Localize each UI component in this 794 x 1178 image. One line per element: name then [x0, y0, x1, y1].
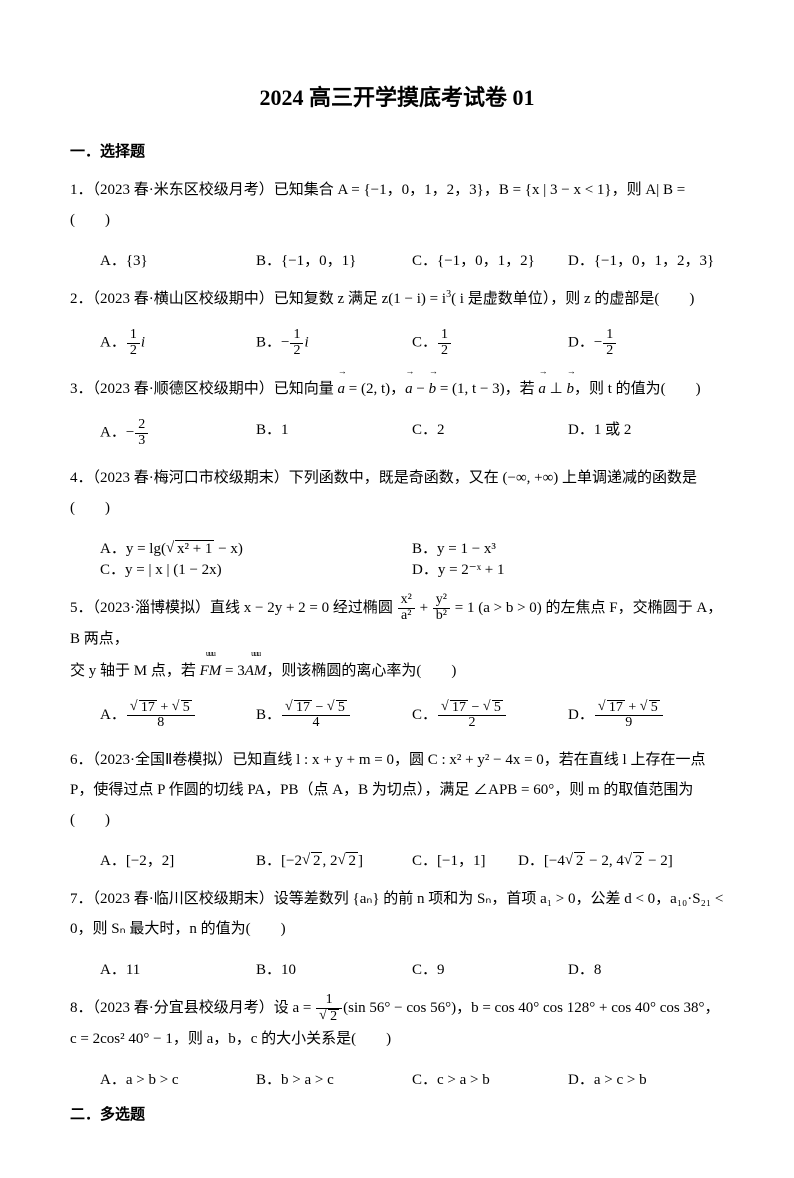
q7-opt-a: A．11: [100, 958, 256, 979]
q6-opt-b: B．[−22, 22]: [256, 849, 412, 870]
q5-opt-c: C．17 − 52: [412, 700, 568, 731]
q7-opt-c: C．9: [412, 958, 568, 979]
q2-options: A．12i B．−12i C．12 D．−12: [100, 328, 724, 358]
q1-opt-c: C．{−1，0，1，2}: [412, 249, 568, 270]
q3-opt-b: B．1: [256, 418, 412, 448]
q6-opt-a: A．[−2，2]: [100, 849, 256, 870]
question-5: 5．（2023·淄博模拟）直线 x − 2y + 2 = 0 经过椭圆 x²a²…: [70, 593, 724, 686]
q5-opt-d: D．17 + 59: [568, 700, 724, 731]
q1-stem: 1．（2023 春·米东区校级月考）已知集合 A = {−1，0，1，2，3}，…: [70, 182, 685, 228]
question-3: 3．（2023 春·顺德区校级期中）已知向量 a = (2, t)，a − b …: [70, 372, 724, 404]
q3-opt-a: A．−23: [100, 418, 256, 448]
q3-opt-c: C．2: [412, 418, 568, 448]
q2-opt-b: B．−12i: [256, 328, 412, 358]
question-2: 2．（2023 春·横山区校级期中）已知复数 z 满足 z(1 − i) = i…: [70, 284, 724, 314]
q8-opt-d: D．a > c > b: [568, 1068, 724, 1089]
question-6: 6．（2023·全国Ⅱ卷模拟）已知直线 l : x + y + m = 0，圆 …: [70, 745, 724, 835]
q2-opt-d: D．−12: [568, 328, 724, 358]
question-7: 7．（2023 春·临川区校级期末）设等差数列 {aₙ} 的前 n 项和为 Sₙ…: [70, 884, 724, 944]
vector-a3-icon: a: [538, 372, 546, 404]
q8-opt-a: A．a > b > c: [100, 1068, 256, 1089]
vector-a2-icon: a: [405, 372, 413, 404]
page-title: 2024 高三开学摸底考试卷 01: [70, 80, 724, 112]
q1-opt-b: B．{−1，0，1}: [256, 249, 412, 270]
q7-opt-d: D．8: [568, 958, 724, 979]
vector-am-icon: AM: [245, 654, 267, 686]
q6-opt-d: D．[−42 − 2, 42 − 2]: [518, 849, 724, 870]
q4-opt-c: C．y = | x | (1 − 2x): [100, 558, 412, 579]
q1-opt-a: A．{3}: [100, 249, 256, 270]
q3-options: A．−23 B．1 C．2 D．1 或 2: [100, 418, 724, 448]
section-1-heading: 一．选择题: [70, 140, 724, 161]
exam-page: 2024 高三开学摸底考试卷 01 一．选择题 1．（2023 春·米东区校级月…: [0, 0, 794, 1178]
question-8: 8．（2023 春·分宜县校级月考）设 a = 12(sin 56° − cos…: [70, 993, 724, 1054]
q6-opt-c: C．[−1，1]: [412, 849, 518, 870]
vector-b-icon: b: [429, 372, 437, 404]
question-1: 1．（2023 春·米东区校级月考）已知集合 A = {−1，0，1，2，3}，…: [70, 175, 724, 235]
q6-options: A．[−2，2] B．[−22, 22] C．[−1，1] D．[−42 − 2…: [100, 849, 724, 870]
q4-options: A．y = lg(x² + 1 − x) B．y = 1 − x³ C．y = …: [100, 537, 724, 579]
vector-fm-icon: FM: [200, 654, 222, 686]
q8-options: A．a > b > c B．b > a > c C．c > a > b D．a …: [100, 1068, 724, 1089]
q2-stem-pre: 2．（2023 春·横山区校级期中）已知复数 z 满足 z(1 − i) = i: [70, 291, 446, 307]
question-4: 4．（2023 春·梅河口市校级期末）下列函数中，既是奇函数，又在 (−∞, +…: [70, 463, 724, 523]
q5-opt-b: B．17 − 54: [256, 700, 412, 731]
q3-opt-d: D．1 或 2: [568, 418, 724, 448]
q4-opt-b: B．y = 1 − x³: [412, 537, 724, 558]
q2-stem-mid: ( i 是虚数单位），则 z 的虚部是( ): [451, 291, 694, 307]
vector-a-icon: a: [338, 372, 346, 404]
q7-options: A．11 B．10 C．9 D．8: [100, 958, 724, 979]
q4-opt-d: D．y = 2⁻ˣ + 1: [412, 558, 724, 579]
q5-opt-a: A．17 + 58: [100, 700, 256, 731]
q4-opt-a: A．y = lg(x² + 1 − x): [100, 537, 412, 558]
q8-opt-c: C．c > a > b: [412, 1068, 568, 1089]
q2-opt-a: A．12i: [100, 328, 256, 358]
section-2-heading: 二．多选题: [70, 1103, 724, 1124]
q2-opt-c: C．12: [412, 328, 568, 358]
vector-b2-icon: b: [567, 372, 575, 404]
q5-options: A．17 + 58 B．17 − 54 C．17 − 52 D．17 + 59: [100, 700, 724, 731]
q1-options: A．{3} B．{−1，0，1} C．{−1，0，1，2} D．{−1，0，1，…: [100, 249, 724, 270]
q1-opt-d: D．{−1，0，1，2，3}: [568, 249, 724, 270]
q8-opt-b: B．b > a > c: [256, 1068, 412, 1089]
q7-opt-b: B．10: [256, 958, 412, 979]
